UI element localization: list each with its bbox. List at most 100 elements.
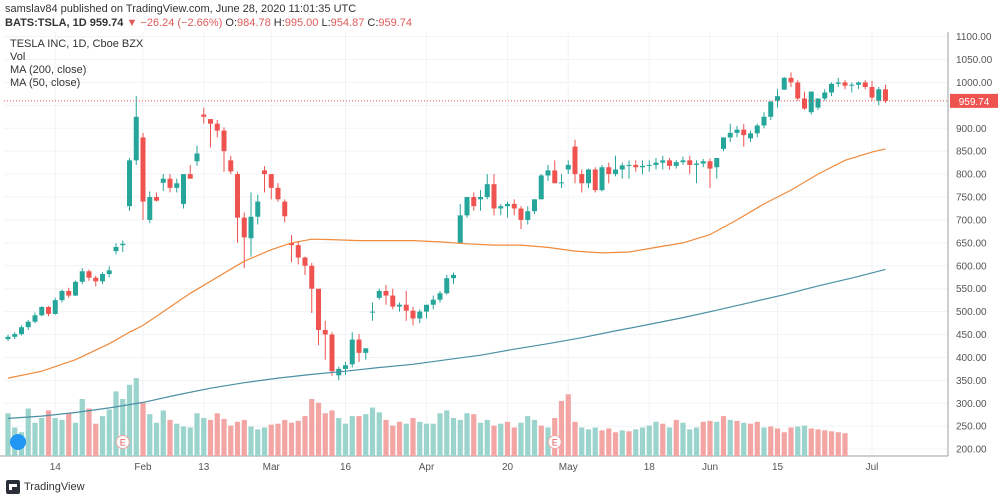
volume-bar: [228, 425, 234, 456]
chart-background: [0, 32, 1000, 476]
volume-bar: [491, 425, 497, 456]
y-tick-label: 850.00: [956, 147, 987, 158]
high-value: 995.00: [284, 17, 319, 29]
last-price-line: 959.74: [4, 93, 998, 108]
candle-body: [829, 83, 834, 93]
volume-bar: [471, 414, 477, 456]
candle-body: [707, 161, 713, 169]
candle-body: [167, 178, 173, 188]
x-tick-label: Feb: [134, 462, 152, 473]
volume-bar: [693, 427, 700, 456]
candle-body: [349, 339, 355, 365]
tradingview-logo[interactable]: TradingView: [6, 480, 85, 494]
candle-body: [241, 217, 247, 238]
volume-bar: [201, 418, 207, 456]
candle-body: [214, 123, 220, 131]
volume-bar: [653, 421, 659, 456]
candle-body: [113, 246, 119, 252]
candle-body: [464, 197, 470, 216]
volume-bar: [52, 418, 58, 456]
candle-body: [444, 278, 450, 294]
candle-body: [147, 197, 153, 220]
y-tick-label: 200.00: [956, 445, 987, 456]
candle-body: [599, 167, 605, 191]
candle-body: [768, 101, 774, 117]
y-tick-label: 650.00: [956, 238, 987, 249]
candle-body: [100, 274, 105, 282]
volume-bar: [666, 427, 673, 456]
volume-bar: [599, 430, 605, 456]
open-label: O:: [225, 17, 238, 29]
volume-bar: [619, 430, 625, 456]
candle-body: [754, 125, 760, 134]
candle-body: [835, 82, 841, 84]
y-tick-label: 750.00: [956, 193, 987, 204]
volume-bar: [450, 418, 457, 456]
candle-body: [511, 203, 517, 209]
volume-bar: [788, 427, 794, 456]
candle-body: [538, 175, 544, 200]
x-tick-label: Mar: [263, 462, 281, 473]
candle-body: [815, 98, 821, 108]
candle-body: [694, 163, 699, 165]
volume-bar: [484, 419, 490, 456]
moving-averages: [7, 148, 886, 419]
volume-bar: [795, 426, 801, 456]
volume-bar: [511, 427, 517, 456]
price-axis: 1100.00 1050.00 1000.00 900.00 850.00 800.00 7…: [956, 32, 993, 456]
volume-bar: [396, 421, 403, 456]
candle-body: [363, 348, 369, 353]
volume-bar: [808, 428, 814, 456]
volume-bar: [302, 416, 308, 456]
volume-bar: [255, 429, 261, 456]
volume-bar: [363, 414, 369, 456]
volume-bar: [336, 418, 342, 456]
volume-bar: [167, 419, 173, 456]
candle-body: [390, 295, 396, 307]
candle-body: [343, 365, 348, 369]
volume-bar: [504, 421, 511, 456]
volume-bar: [457, 419, 463, 456]
volume-bar: [72, 422, 79, 456]
x-tick-label: Jun: [702, 462, 718, 473]
candle-body: [545, 170, 551, 176]
volume-bar: [828, 431, 835, 456]
volume-bar: [315, 402, 322, 456]
volume-bar: [207, 419, 214, 456]
candle-body: [309, 265, 315, 289]
candle-body: [86, 271, 92, 278]
volume-bar: [498, 423, 504, 456]
earnings-marker: [547, 435, 562, 449]
candle-body: [370, 311, 375, 313]
candle-body: [781, 77, 787, 90]
candle-body: [559, 182, 564, 184]
volume-bar: [248, 426, 254, 456]
candle-body: [586, 169, 591, 184]
publisher-header: samslav84 published on TradingView.com, …: [0, 0, 1000, 32]
last-price-label: 959.74: [959, 97, 990, 108]
volume-bar: [741, 422, 747, 456]
x-tick-label: Jul: [866, 462, 879, 473]
volume-bar: [842, 433, 848, 456]
candle-body: [552, 170, 558, 184]
dividends-icon: [10, 434, 26, 450]
volume-bar: [288, 422, 295, 456]
x-tick-label: May: [559, 462, 578, 473]
candle-body: [788, 77, 794, 83]
volume-bar: [761, 427, 767, 456]
candle-body: [430, 299, 436, 305]
candle-body: [106, 270, 112, 275]
volume-bar: [606, 428, 612, 456]
price-chart[interactable]: 959.74 1100.00 1050.00 1000.00 900.00 850.00…: [0, 32, 1000, 476]
y-tick-label: 1100.00: [956, 32, 992, 43]
volume-bar: [423, 423, 430, 456]
candle-body: [761, 116, 767, 126]
candle-body: [869, 87, 875, 98]
volume-bar: [268, 424, 274, 456]
candle-body: [680, 160, 686, 163]
candle-body: [133, 116, 139, 161]
candle-body: [262, 170, 267, 175]
candle-body: [883, 89, 888, 101]
x-tick-label: 15: [772, 462, 784, 473]
candle-body: [59, 290, 65, 301]
